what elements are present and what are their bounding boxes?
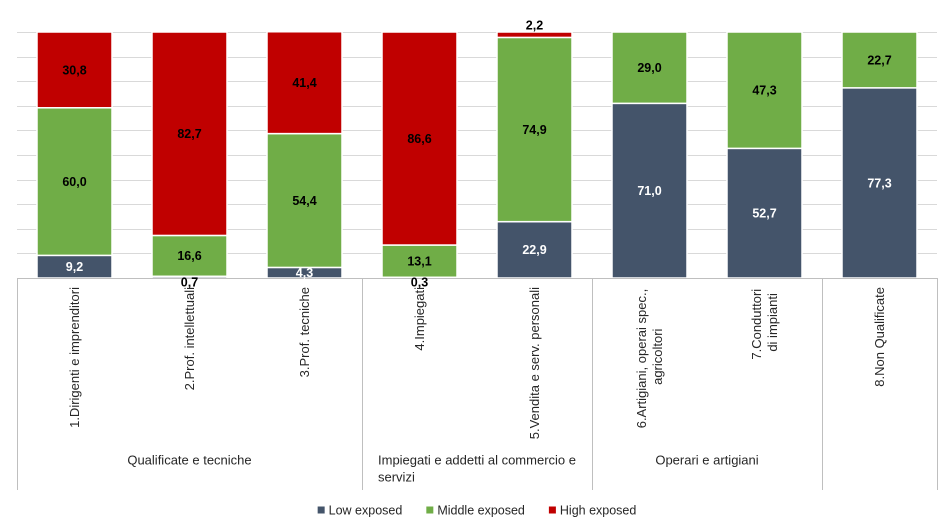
data-label: 29,0 xyxy=(637,61,661,75)
category-label-line: agricoltori xyxy=(650,328,665,384)
data-labels: 9,2 60,0 30,8 0,7 16,6 82,7 4,3 54,4 41,4 0,3 13,1… xyxy=(62,18,891,289)
category-group-label: Qualificate e tecniche xyxy=(127,453,251,468)
category-label: 5.Vendita e serv. personali xyxy=(527,287,542,439)
data-label: 30,8 xyxy=(62,63,86,77)
legend-marker xyxy=(317,506,325,514)
category-label-line: 8.Non Qualificate xyxy=(872,287,887,387)
bar-stack xyxy=(381,31,458,279)
category-label: 2.Prof. intellettuali xyxy=(182,287,197,390)
bar-segment-middle-exposed xyxy=(841,31,918,89)
bar-segment-low-exposed xyxy=(841,87,918,279)
bar-segment-low-exposed xyxy=(611,102,688,279)
bar-segment-high-exposed xyxy=(496,31,573,39)
category-label: 8.Non Qualificate xyxy=(872,287,887,387)
legend-marker xyxy=(548,506,556,514)
bar-segment-high-exposed xyxy=(381,31,458,246)
data-label: 9,2 xyxy=(66,260,83,274)
bar-segment-middle-exposed xyxy=(726,31,803,150)
bar-segment-middle-exposed xyxy=(36,107,113,257)
bar-stack xyxy=(36,31,113,279)
data-label: 16,6 xyxy=(177,249,201,263)
data-label: 0,3 xyxy=(411,275,428,289)
category-group-label-line: Operari e artigiani xyxy=(655,453,758,468)
category-label-line: 7.Conduttori xyxy=(749,289,764,360)
bar-segment-high-exposed xyxy=(266,31,343,135)
data-label: 0,7 xyxy=(181,275,198,289)
category-label: 3.Prof. tecniche xyxy=(297,287,312,377)
bar-segment-middle-exposed xyxy=(381,244,458,279)
legend-label: Middle exposed xyxy=(437,503,525,517)
bar-segment-middle-exposed xyxy=(496,36,573,223)
bar-segment-middle-exposed xyxy=(266,132,343,269)
category-group-label: Impiegati e addetti al commercio e servi… xyxy=(378,453,580,485)
legend-label: High exposed xyxy=(560,503,636,517)
data-label: 41,4 xyxy=(292,76,316,90)
bar-stack xyxy=(611,31,688,279)
bar-stacks xyxy=(36,31,918,279)
data-label: 13,1 xyxy=(407,255,431,269)
category-label-line: 6.Artigiani, operai spec., xyxy=(634,289,649,428)
bar-stack xyxy=(726,31,803,279)
bar-stack xyxy=(841,31,918,279)
bar-segment-low-exposed xyxy=(726,147,803,279)
category-label-line: 4.Impiegati xyxy=(412,287,427,351)
bar-segment-middle-exposed xyxy=(611,31,688,105)
category-label: 7.Conduttori di impianti xyxy=(749,285,780,359)
legend-item: Low exposed xyxy=(317,503,403,517)
category-labels: 1.Dirigenti e imprenditori 2.Prof. intell… xyxy=(67,285,887,439)
category-label: 1.Dirigenti e imprenditori xyxy=(67,287,82,428)
data-label: 71,0 xyxy=(637,184,661,198)
legend-item: Middle exposed xyxy=(426,503,525,517)
category-label: 6.Artigiani, operai spec., agricoltori xyxy=(634,285,665,428)
legend: Low exposed Middle exposed High exposed xyxy=(317,503,636,517)
bar-segment-middle-exposed xyxy=(151,234,228,278)
data-label: 22,7 xyxy=(867,53,891,67)
data-label: 2,2 xyxy=(526,18,543,32)
data-label: 4,3 xyxy=(296,266,313,280)
bar-stack xyxy=(496,31,573,279)
data-label: 54,4 xyxy=(292,194,316,208)
category-group-label-line: servizi xyxy=(378,470,415,485)
bar-segment-high-exposed xyxy=(151,31,228,237)
category-group-label-line: Qualificate e tecniche xyxy=(127,453,251,468)
category-group-label: Operari e artigiani xyxy=(655,453,758,468)
legend-label: Low exposed xyxy=(329,503,403,517)
data-label: 86,6 xyxy=(407,132,431,146)
category-label-line: 5.Vendita e serv. personali xyxy=(527,287,542,439)
bar-stack xyxy=(151,31,228,279)
bar-segment-low-exposed xyxy=(496,220,573,279)
category-label-line: di impianti xyxy=(765,293,780,352)
legend-marker xyxy=(426,506,434,514)
data-label: 77,3 xyxy=(867,176,891,190)
data-label: 82,7 xyxy=(177,127,201,141)
data-label: 74,9 xyxy=(522,123,546,137)
category-group-labels: Qualificate e tecniche Impiegati e addett… xyxy=(127,453,758,485)
bar-segment-high-exposed xyxy=(36,31,113,109)
data-label: 52,7 xyxy=(752,207,776,221)
category-group-label-line: Impiegati e addetti al commercio e xyxy=(378,453,576,468)
category-label-line: 2.Prof. intellettuali xyxy=(182,287,197,390)
category-label-line: 1.Dirigenti e imprenditori xyxy=(67,287,82,428)
legend-item: High exposed xyxy=(548,503,636,517)
data-label: 22,9 xyxy=(522,243,546,257)
data-label: 47,3 xyxy=(752,84,776,98)
category-label-line: 3.Prof. tecniche xyxy=(297,287,312,377)
data-label: 60,0 xyxy=(62,175,86,189)
category-label: 4.Impiegati xyxy=(412,287,427,351)
bar-stack xyxy=(266,31,343,279)
category-axis xyxy=(17,278,938,490)
